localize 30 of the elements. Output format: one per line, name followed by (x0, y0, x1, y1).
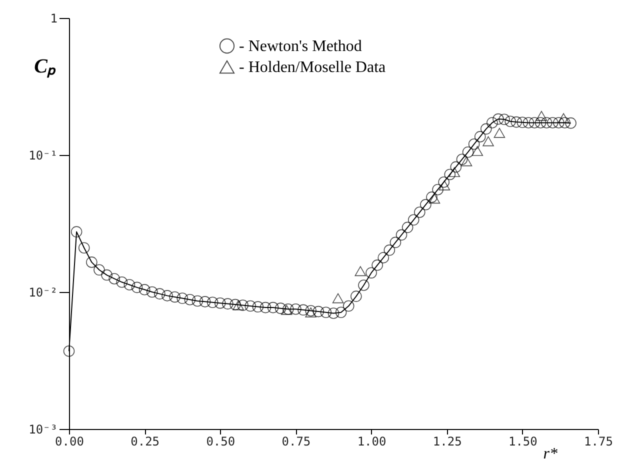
x-tick-label: 1.75 (584, 434, 613, 448)
point (448, 167, 460, 178)
point (354, 266, 366, 276)
x-tick-label: 1.00 (357, 434, 386, 448)
x-tick-label: 0.50 (206, 434, 236, 448)
point (536, 110, 548, 121)
y-axis-title: Cₚ (34, 56, 56, 78)
point (428, 194, 440, 204)
x-tick-label: 0.75 (282, 434, 311, 448)
x-tick-label: 1.50 (508, 434, 538, 448)
point (494, 128, 506, 138)
point (438, 180, 450, 190)
x-tick-label: 0.00 (55, 434, 84, 448)
point (482, 136, 494, 146)
y-tick-label: 10⁻¹ (28, 148, 58, 162)
legend-label: - Holden/Moselle Data (239, 59, 386, 76)
point (460, 156, 472, 166)
point (232, 300, 244, 310)
point (305, 307, 316, 318)
point (332, 293, 344, 304)
x-tick-label: 0.25 (130, 434, 160, 448)
legend-label: - Newton's Method (239, 38, 362, 55)
point (472, 146, 484, 156)
y-tick-label: 10⁻² (28, 286, 58, 300)
x-axis-title: r* (543, 446, 558, 462)
point (558, 113, 570, 124)
y-tick-label: 10⁻³ (28, 422, 58, 436)
x-tick-label: 1.25 (432, 434, 462, 448)
point (281, 304, 292, 315)
y-tick-label: 1 (50, 12, 58, 26)
